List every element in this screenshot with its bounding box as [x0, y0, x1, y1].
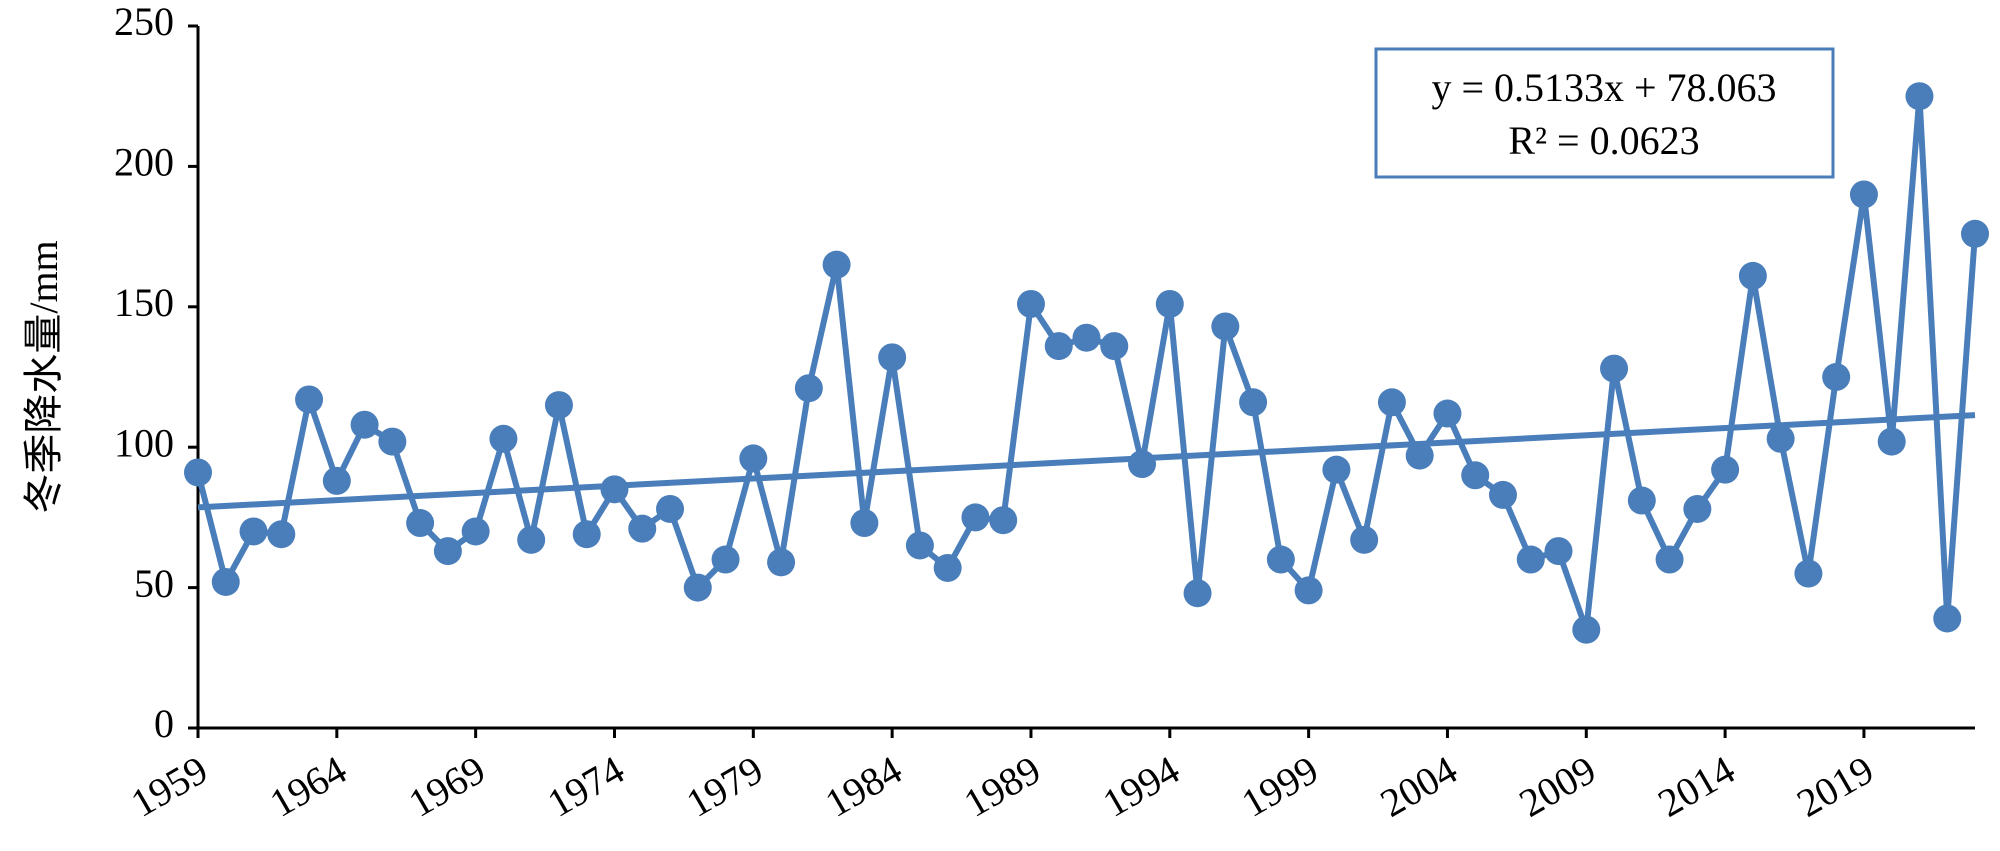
data-point	[406, 509, 435, 538]
x-tick-label: 1979	[679, 747, 771, 826]
data-point	[1905, 82, 1934, 111]
data-point	[239, 517, 268, 546]
data-point	[1627, 486, 1656, 515]
data-point	[1600, 354, 1629, 383]
data-point	[1794, 559, 1823, 588]
data-point	[184, 458, 212, 487]
x-tick-label: 2004	[1373, 747, 1465, 826]
data-point	[739, 444, 768, 473]
x-tick-label: 2019	[1789, 747, 1881, 826]
data-point	[1100, 332, 1129, 361]
data-point	[1461, 461, 1490, 490]
data-point	[1433, 399, 1462, 428]
data-point	[1516, 545, 1545, 574]
data-point	[433, 537, 462, 566]
data-point	[1877, 427, 1906, 456]
y-tick-label: 200	[114, 140, 174, 185]
data-point	[989, 506, 1018, 535]
data-point	[1377, 388, 1406, 417]
y-tick-label: 100	[114, 420, 174, 465]
y-axis-label: 冬季降水量/mm	[21, 240, 66, 513]
data-point	[461, 517, 490, 546]
data-point	[1016, 289, 1045, 318]
data-point	[600, 475, 629, 504]
data-point	[489, 424, 518, 453]
data-point	[1044, 332, 1073, 361]
data-point	[850, 509, 879, 538]
data-point	[1822, 363, 1851, 391]
data-point	[933, 553, 962, 582]
data-point	[1711, 455, 1740, 484]
data-point	[322, 466, 351, 495]
data-point	[628, 514, 657, 543]
data-point	[1128, 450, 1157, 479]
data-point	[1211, 312, 1240, 341]
x-tick-label: 1994	[1095, 747, 1187, 826]
x-tick-label: 1969	[401, 747, 493, 826]
x-tick-label: 2014	[1650, 747, 1742, 826]
data-point	[1488, 480, 1517, 509]
x-tick-label: 1984	[817, 747, 909, 826]
y-tick-label: 50	[134, 561, 174, 606]
data-point	[767, 548, 796, 577]
equation: y = 0.5133x + 78.063	[1431, 65, 1776, 110]
x-tick-label: 1999	[1234, 747, 1326, 826]
data-point	[1266, 545, 1295, 574]
data-point	[1322, 455, 1351, 484]
data-point	[1544, 537, 1573, 566]
data-point	[1239, 388, 1268, 417]
y-tick-label: 150	[114, 280, 174, 325]
data-point	[1933, 604, 1962, 633]
data-point	[905, 531, 934, 560]
y-tick-label: 250	[114, 0, 174, 44]
data-point	[822, 250, 851, 279]
data-point	[794, 374, 823, 403]
data-point	[1683, 494, 1712, 523]
x-tick-label: 1964	[262, 747, 354, 826]
data-point	[1572, 615, 1601, 644]
data-point	[544, 391, 573, 420]
data-point	[656, 494, 685, 523]
data-point	[961, 503, 990, 532]
data-point	[1766, 424, 1795, 453]
data-point	[1655, 545, 1684, 574]
data-point	[1350, 525, 1379, 554]
data-point	[378, 427, 407, 456]
data-point	[350, 410, 379, 439]
trend-line	[197, 412, 1976, 511]
data-point	[1405, 441, 1434, 470]
y-tick-label: 0	[154, 701, 174, 746]
data-point	[1738, 261, 1767, 290]
data-point	[267, 520, 296, 549]
r-squared: R² = 0.0623	[1508, 118, 1699, 163]
data-point	[572, 520, 601, 549]
data-point	[1155, 289, 1184, 318]
x-tick-label: 1974	[540, 747, 632, 826]
data-point	[1294, 576, 1323, 605]
data-point	[1183, 579, 1212, 608]
data-point	[295, 385, 324, 414]
data-point	[711, 545, 740, 574]
data-point	[211, 567, 240, 596]
x-tick-label: 2009	[1512, 747, 1604, 826]
x-tick-label: 1989	[956, 747, 1048, 826]
data-point	[878, 343, 907, 372]
x-tick-label: 1959	[123, 747, 215, 826]
data-point	[1961, 219, 1989, 248]
equation-box	[1374, 47, 1835, 179]
data-point	[1849, 180, 1878, 209]
data-point	[1072, 323, 1101, 352]
data-point	[683, 573, 712, 602]
data-point	[517, 525, 546, 554]
